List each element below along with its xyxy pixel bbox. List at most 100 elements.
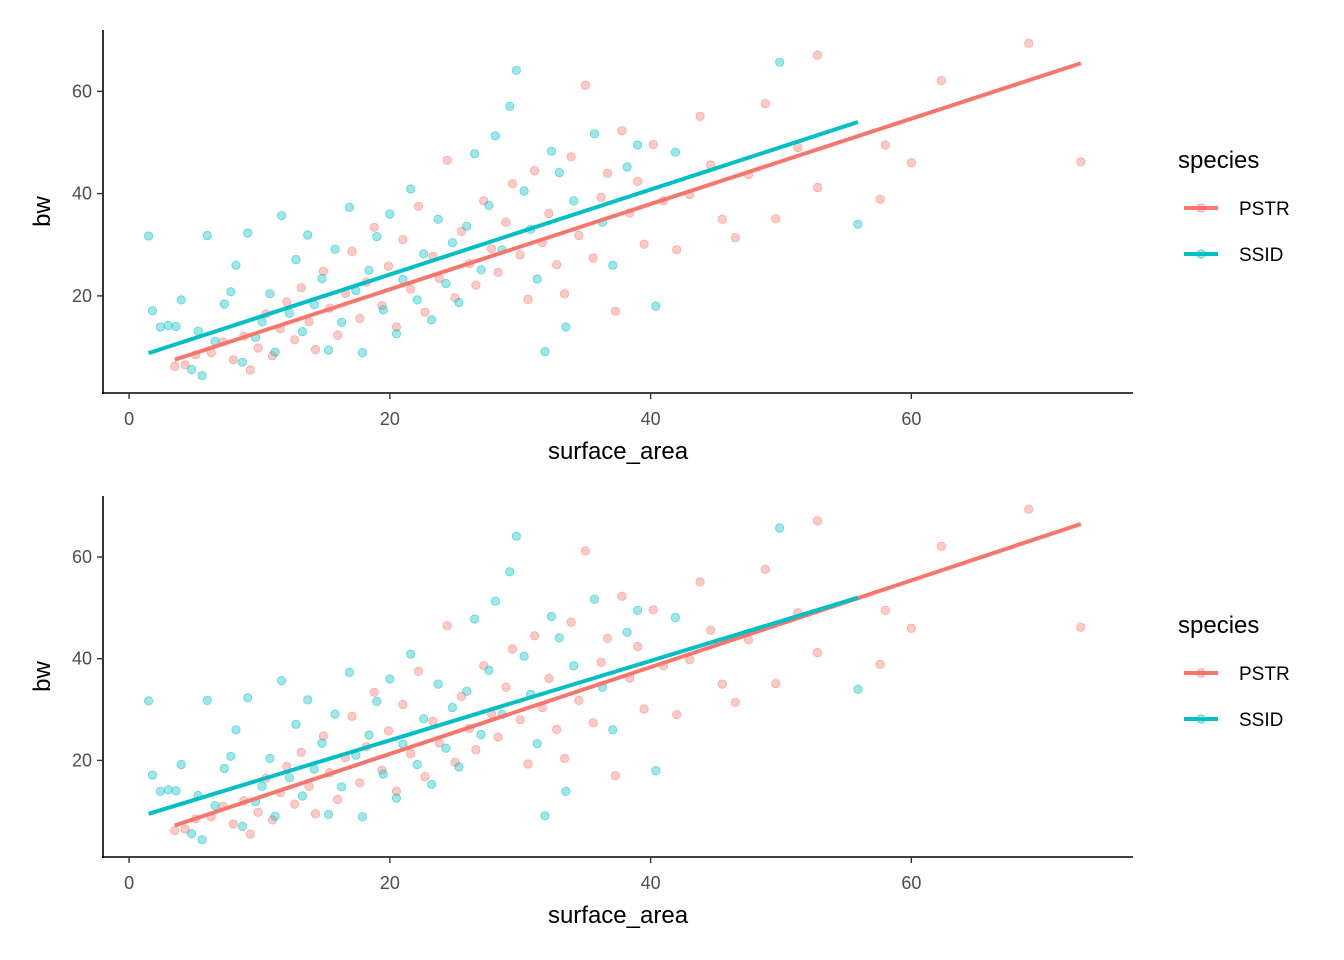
data-point-pstr	[180, 360, 190, 370]
data-point-ssid	[554, 168, 564, 178]
points-pstr	[170, 38, 1086, 375]
data-point-ssid	[344, 667, 354, 678]
x-tick-label: 0	[124, 873, 134, 893]
data-point-ssid	[569, 661, 579, 671]
data-point-ssid	[176, 295, 186, 305]
data-point-pstr	[574, 695, 584, 706]
data-point-ssid	[243, 693, 253, 703]
data-point-ssid	[323, 345, 334, 355]
data-point-ssid	[372, 232, 382, 242]
y-tick-label: 40	[72, 184, 92, 204]
data-point-ssid	[297, 791, 308, 801]
data-point-ssid	[546, 146, 557, 156]
data-point-pstr	[552, 260, 562, 270]
data-point-ssid	[219, 299, 229, 309]
data-point-pstr	[253, 343, 263, 353]
data-point-pstr	[1024, 38, 1034, 48]
data-point-pstr	[318, 731, 328, 741]
data-point-pstr	[515, 715, 525, 725]
data-point-pstr	[875, 194, 885, 204]
data-point-pstr	[812, 182, 823, 193]
data-point-pstr	[617, 591, 627, 601]
data-point-ssid	[330, 244, 340, 254]
data-point-pstr	[245, 829, 255, 839]
data-point-pstr	[559, 753, 570, 764]
data-point-pstr	[906, 158, 917, 168]
data-point-pstr	[383, 726, 394, 736]
data-point-pstr	[486, 244, 497, 254]
data-point-pstr	[906, 623, 917, 633]
data-point-pstr	[228, 819, 238, 829]
data-point-pstr	[717, 679, 727, 689]
data-point-ssid	[622, 162, 632, 172]
trend-line-pstr	[174, 522, 1082, 828]
trend-line-ssid	[148, 595, 859, 816]
data-point-ssid	[853, 219, 863, 229]
data-point-pstr	[479, 661, 489, 671]
data-point-ssid	[391, 329, 401, 339]
data-point-pstr	[290, 799, 300, 809]
data-point-ssid	[378, 305, 388, 315]
data-point-ssid	[257, 781, 267, 791]
x-tick-label: 40	[641, 873, 661, 893]
data-point-ssid	[330, 709, 340, 719]
data-point-pstr	[310, 809, 321, 819]
data-point-ssid	[419, 249, 429, 259]
data-point-pstr	[771, 214, 781, 224]
data-point-ssid	[490, 131, 500, 141]
data-point-ssid	[775, 57, 785, 67]
data-point-ssid	[276, 211, 287, 221]
data-point-ssid	[651, 301, 661, 311]
data-point-pstr	[228, 355, 238, 365]
data-point-ssid	[176, 759, 186, 770]
data-point-ssid	[155, 322, 165, 332]
x-tick-label: 60	[901, 409, 921, 429]
data-point-pstr	[406, 284, 416, 294]
data-point-ssid	[323, 809, 334, 819]
data-point-pstr	[588, 718, 598, 728]
data-point-ssid	[511, 65, 521, 76]
data-point-pstr	[493, 732, 503, 742]
data-point-ssid	[532, 738, 542, 749]
data-point-pstr	[672, 245, 682, 255]
data-point-pstr	[428, 716, 438, 726]
data-point-ssid	[519, 651, 529, 661]
legend-title: species	[1178, 612, 1259, 639]
data-point-ssid	[469, 149, 480, 159]
data-point-ssid	[171, 786, 181, 796]
points-ssid	[144, 57, 863, 381]
data-point-ssid	[391, 793, 401, 803]
data-point-pstr	[296, 747, 306, 757]
data-point-ssid	[670, 612, 681, 623]
x-tick-label: 40	[641, 409, 661, 429]
data-point-ssid	[608, 260, 618, 270]
data-point-pstr	[413, 666, 424, 677]
data-point-pstr	[610, 306, 621, 316]
data-point-pstr	[471, 280, 481, 290]
data-point-ssid	[462, 221, 472, 231]
data-point-pstr	[355, 313, 365, 323]
data-point-pstr	[170, 825, 180, 836]
legend-title: species	[1178, 147, 1259, 174]
data-point-pstr	[730, 697, 740, 708]
y-tick-label: 40	[72, 649, 92, 669]
data-point-pstr	[523, 294, 533, 304]
data-point-ssid	[406, 184, 416, 194]
data-point-ssid	[433, 679, 443, 689]
legend-item-ssid: SSID	[1184, 710, 1283, 731]
data-point-pstr	[544, 208, 554, 219]
legend-label: SSID	[1239, 245, 1283, 266]
data-point-ssid	[303, 230, 313, 240]
data-point-ssid	[197, 370, 207, 381]
data-point-ssid	[476, 729, 486, 740]
data-point-pstr	[760, 564, 770, 574]
data-point-pstr	[180, 824, 190, 834]
data-point-pstr	[369, 687, 379, 697]
data-point-ssid	[632, 140, 643, 150]
data-point-ssid	[336, 317, 347, 327]
x-tick-label: 60	[901, 873, 921, 893]
legend: species PSTR SSID	[1178, 612, 1290, 731]
data-point-ssid	[364, 730, 374, 740]
data-point-ssid	[412, 295, 422, 305]
